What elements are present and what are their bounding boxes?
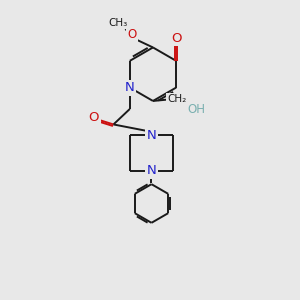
Text: N: N: [147, 164, 156, 177]
Text: CH₂: CH₂: [167, 94, 186, 104]
Text: CH₃: CH₃: [109, 18, 128, 28]
Text: O: O: [128, 28, 137, 41]
Text: OH: OH: [187, 103, 205, 116]
Text: N: N: [147, 129, 156, 142]
Text: O: O: [88, 110, 99, 124]
Text: O: O: [171, 32, 181, 45]
Text: N: N: [125, 81, 135, 94]
